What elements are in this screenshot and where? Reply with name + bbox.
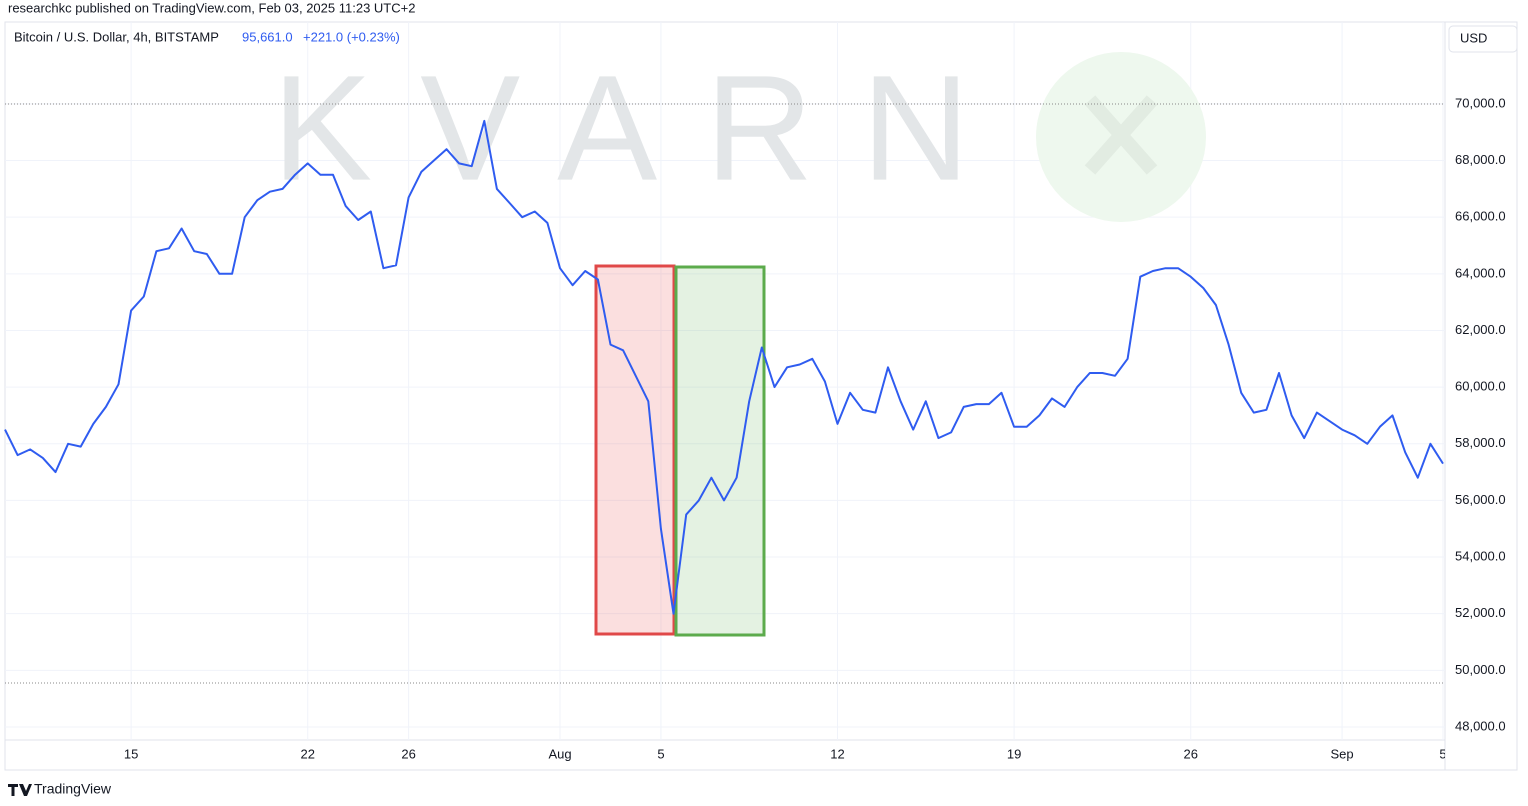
x-tick-label: 5 [1439, 746, 1446, 761]
x-axis: 15 22 26 Aug 5 12 19 26 Sep 5 [124, 746, 1446, 761]
y-tick-label: 50,000.0 [1455, 662, 1506, 677]
currency[interactable]: USD [1460, 30, 1487, 45]
y-tick-label: 48,000.0 [1455, 718, 1506, 733]
drop-box [594, 264, 676, 636]
y-tick-label: 70,000.0 [1455, 95, 1506, 110]
x-tick-label: 12 [830, 746, 844, 761]
change: +221.0 (+0.23%) [303, 29, 400, 44]
x-tick-label: 26 [1183, 746, 1197, 761]
y-tick-label: 52,000.0 [1455, 605, 1506, 620]
y-tick-label: 58,000.0 [1455, 435, 1506, 450]
plot [4, 119, 1444, 615]
chart-frame [4, 21, 1518, 771]
symbol: Bitcoin / U.S. Dollar, 4h, BITSTAMP [14, 29, 219, 44]
footer-brand: TradingView [34, 781, 112, 797]
x-tick-label: Aug [548, 746, 571, 761]
currency-box[interactable] [1448, 25, 1518, 53]
y-tick-label: 54,000.0 [1455, 548, 1506, 563]
x-tick-label: 15 [124, 746, 138, 761]
x-tick-label: 22 [301, 746, 315, 761]
watermark: KVARN [272, 44, 1018, 212]
publisher: researchkc published on TradingView.com,… [8, 0, 415, 15]
tv-logo [8, 784, 32, 796]
x-tick-label: Sep [1331, 746, 1354, 761]
x-tick-label: 19 [1007, 746, 1021, 761]
price-line [4, 119, 1444, 615]
y-tick-label: 56,000.0 [1455, 492, 1506, 507]
y-tick-label: 60,000.0 [1455, 379, 1506, 394]
price: 95,661.0 [242, 29, 293, 44]
y-tick-label: 62,000.0 [1455, 322, 1506, 337]
y-tick-label: 66,000.0 [1455, 209, 1506, 224]
watermark-logo-mark [1084, 95, 1158, 175]
y-tick-label: 68,000.0 [1455, 152, 1506, 167]
x-tick-label: 5 [657, 746, 664, 761]
x-tick-label: 26 [401, 746, 415, 761]
y-tick-label: 64,000.0 [1455, 265, 1506, 280]
recovery-box [674, 265, 766, 637]
